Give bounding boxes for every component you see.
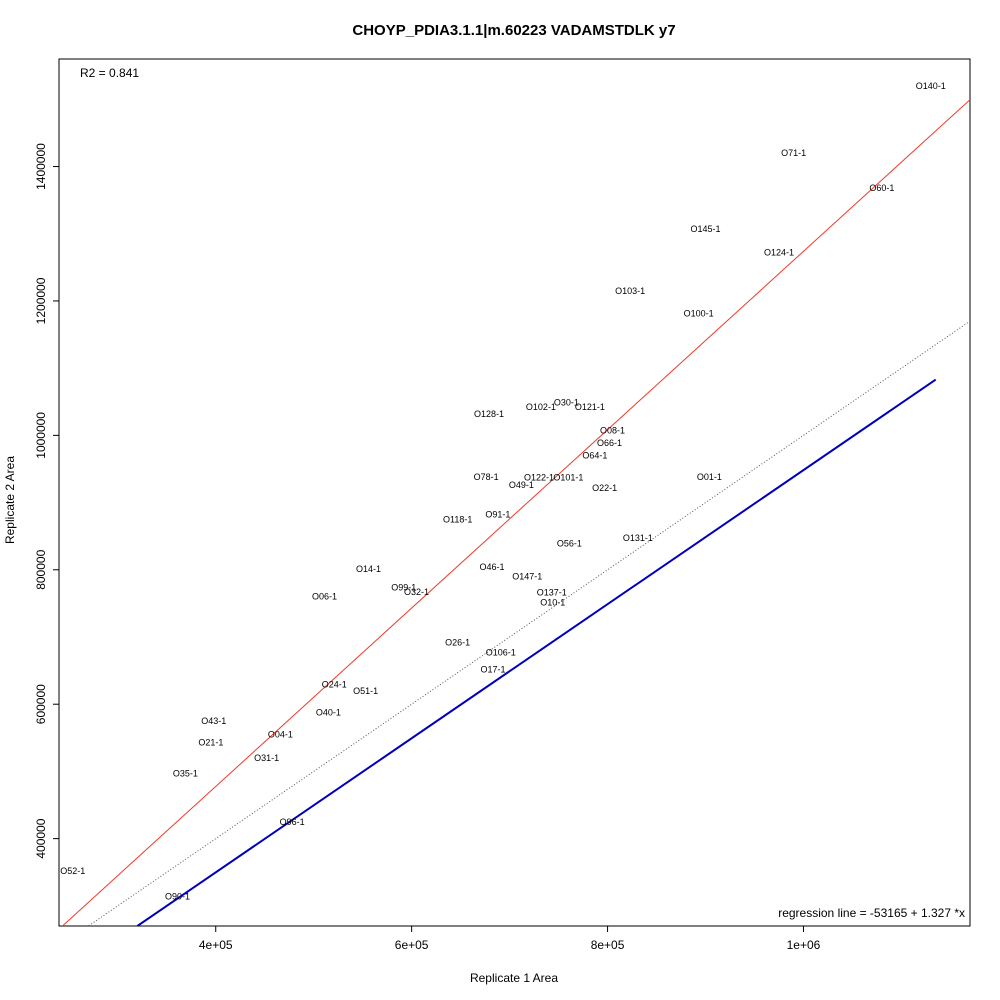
x-axis-label: Replicate 1 Area <box>470 971 558 985</box>
point-label: O60-1 <box>869 183 894 193</box>
point-label: O35-1 <box>173 768 198 778</box>
plot-box <box>58 58 971 927</box>
point-label: O131-1 <box>623 533 653 543</box>
y-tick-label: 800000 <box>34 549 48 589</box>
y-axis-label: Replicate 2 Area <box>3 456 17 544</box>
point-label: O49-1 <box>509 480 534 490</box>
point-label: O22-1 <box>592 483 617 493</box>
point-label: O52-1 <box>60 866 85 876</box>
point-label: O103-1 <box>615 286 645 296</box>
chart-title: CHOYP_PDIA3.1.1|m.60223 VADAMSTDLK y7 <box>352 22 675 39</box>
point-label: O99-1 <box>391 582 416 592</box>
x-tick-label: 1e+06 <box>787 938 821 952</box>
point-label: O91-1 <box>485 510 510 520</box>
x-tick-label: 6e+05 <box>395 938 429 952</box>
point-label: O04-1 <box>268 729 293 739</box>
point-label: O06-1 <box>312 592 337 602</box>
point-label: O102-1 <box>526 402 556 412</box>
point-label: O08-1 <box>600 426 625 436</box>
point-label: O14-1 <box>356 564 381 574</box>
y-tick-label: 1200000 <box>34 277 48 324</box>
point-label: O40-1 <box>316 707 341 717</box>
point-label: O71-1 <box>781 148 806 158</box>
point-label: O96-1 <box>280 817 305 827</box>
point-label: O30-1 <box>554 397 579 407</box>
point-label: O26-1 <box>445 637 470 647</box>
point-label: O32-1 <box>404 587 429 597</box>
regression-line <box>61 99 970 926</box>
point-label: O145-1 <box>691 224 721 234</box>
r2-annotation: R2 = 0.841 <box>80 66 139 80</box>
y-axis: 400000 600000 800000 1000000 1200000 1400000 <box>34 143 59 859</box>
point-label: O56-1 <box>557 539 582 549</box>
point-label: O90-1 <box>165 891 190 901</box>
point-label: O66-1 <box>597 438 622 448</box>
y-tick-label: 600000 <box>34 684 48 724</box>
point-label: O51-1 <box>353 686 378 696</box>
point-label: O128-1 <box>474 409 504 419</box>
point-label: O121-1 <box>575 402 605 412</box>
point-label: O01-1 <box>697 472 722 482</box>
y-tick-label: 1000000 <box>34 412 48 459</box>
identity-line <box>87 320 970 926</box>
point-label: O46-1 <box>479 562 504 572</box>
x-tick-label: 4e+05 <box>199 938 233 952</box>
point-label: O140-1 <box>916 81 946 91</box>
point-label: O100-1 <box>684 309 714 319</box>
point-label: O21-1 <box>198 738 223 748</box>
regression-annotation: regression line = -53165 + 1.327 *x <box>778 906 965 920</box>
point-labels: O140-1 O71-1 O60-1 O145-1 O124-1 O103-1 O100-1… <box>60 81 946 902</box>
x-axis: 4e+05 6e+05 8e+05 1e+06 <box>199 926 821 952</box>
point-label: O101-1 <box>553 473 583 483</box>
point-label: O124-1 <box>764 248 794 258</box>
y-tick-label: 1400000 <box>34 143 48 190</box>
x-tick-label: 8e+05 <box>591 938 625 952</box>
point-label: O64-1 <box>582 451 607 461</box>
fit-lines <box>61 99 970 926</box>
y-tick-label: 400000 <box>34 818 48 858</box>
point-label: O78-1 <box>474 472 499 482</box>
point-label: O31-1 <box>254 753 279 763</box>
point-label: O137-1 <box>537 588 567 598</box>
point-label: O118-1 <box>443 514 472 524</box>
point-label: O106-1 <box>486 647 516 657</box>
point-label: O147-1 <box>512 572 542 582</box>
point-label: O17-1 <box>480 664 505 674</box>
point-label: O43-1 <box>201 716 226 726</box>
point-label: O10-1 <box>540 598 565 608</box>
blue-line <box>136 378 937 926</box>
point-label: O24-1 <box>322 680 347 690</box>
point-label: O122-1 <box>524 473 554 483</box>
